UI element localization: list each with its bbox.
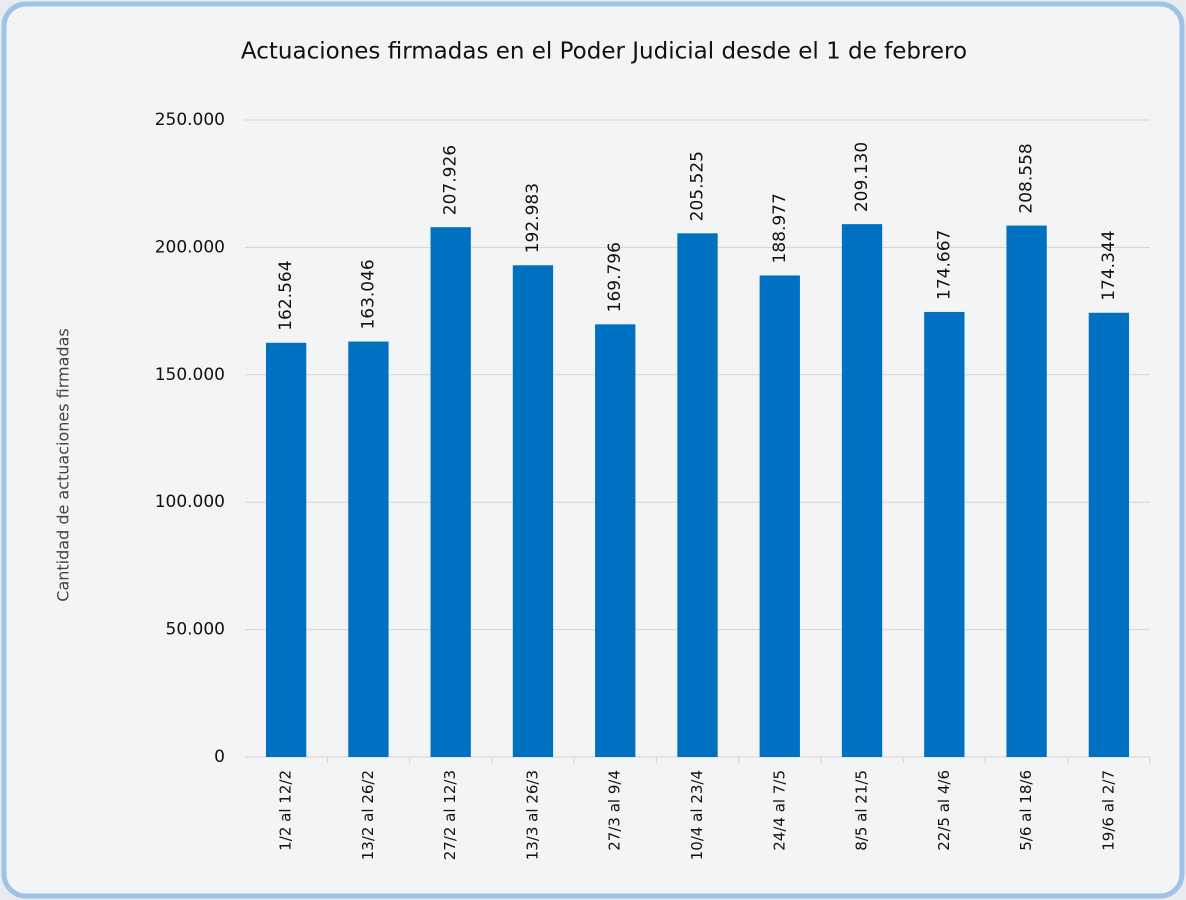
bar (1006, 225, 1047, 757)
bar (595, 324, 636, 757)
x-tick-label: 27/3 al 9/4 (606, 770, 624, 851)
bar (265, 342, 307, 757)
y-tick-label: 150.000 (155, 365, 225, 385)
bar (924, 311, 965, 757)
chart-title: Actuaciones firmadas en el Poder Judicia… (241, 39, 967, 65)
x-tick-label: 22/5 al 4/6 (935, 770, 953, 851)
y-tick-label: 250.000 (155, 110, 225, 130)
bar (841, 224, 883, 757)
y-tick-label: 100.000 (155, 492, 225, 512)
value-label: 162.564 (276, 260, 296, 330)
bar (677, 233, 718, 758)
y-axis-title: Cantidad de actuaciones firmadas (54, 328, 73, 601)
x-tick-label: 8/5 al 21/5 (853, 770, 871, 851)
x-tick-label: 10/4 al 23/4 (688, 770, 706, 860)
x-tick-label: 13/2 al 26/2 (359, 770, 377, 860)
x-tick-label: 27/2 al 12/3 (441, 770, 459, 860)
bar (430, 227, 471, 757)
x-tick-label: 5/6 al 18/6 (1017, 770, 1035, 851)
bar (1088, 312, 1130, 757)
x-tick-label: 1/2 al 12/2 (277, 770, 295, 851)
bar (759, 275, 800, 757)
value-label: 163.046 (358, 259, 378, 329)
value-label: 192.983 (523, 183, 543, 253)
value-label: 169.796 (605, 242, 625, 312)
y-tick-label: 200.000 (155, 237, 225, 257)
value-label: 174.667 (934, 230, 954, 300)
value-label: 209.130 (852, 142, 872, 212)
x-tick-label: 19/6 al 2/7 (1099, 770, 1117, 851)
value-label: 207.926 (441, 145, 461, 215)
bar (348, 341, 389, 757)
bar (512, 265, 554, 757)
value-label: 205.525 (688, 151, 708, 221)
value-label: 174.344 (1099, 230, 1119, 300)
y-tick-label: 0 (214, 747, 225, 767)
y-tick-label: 50.000 (166, 620, 225, 640)
x-tick-label: 13/3 al 26/3 (523, 770, 541, 860)
value-label: 188.977 (770, 193, 790, 263)
value-label: 208.558 (1017, 143, 1037, 213)
x-tick-label: 24/4 al 7/5 (770, 770, 788, 851)
